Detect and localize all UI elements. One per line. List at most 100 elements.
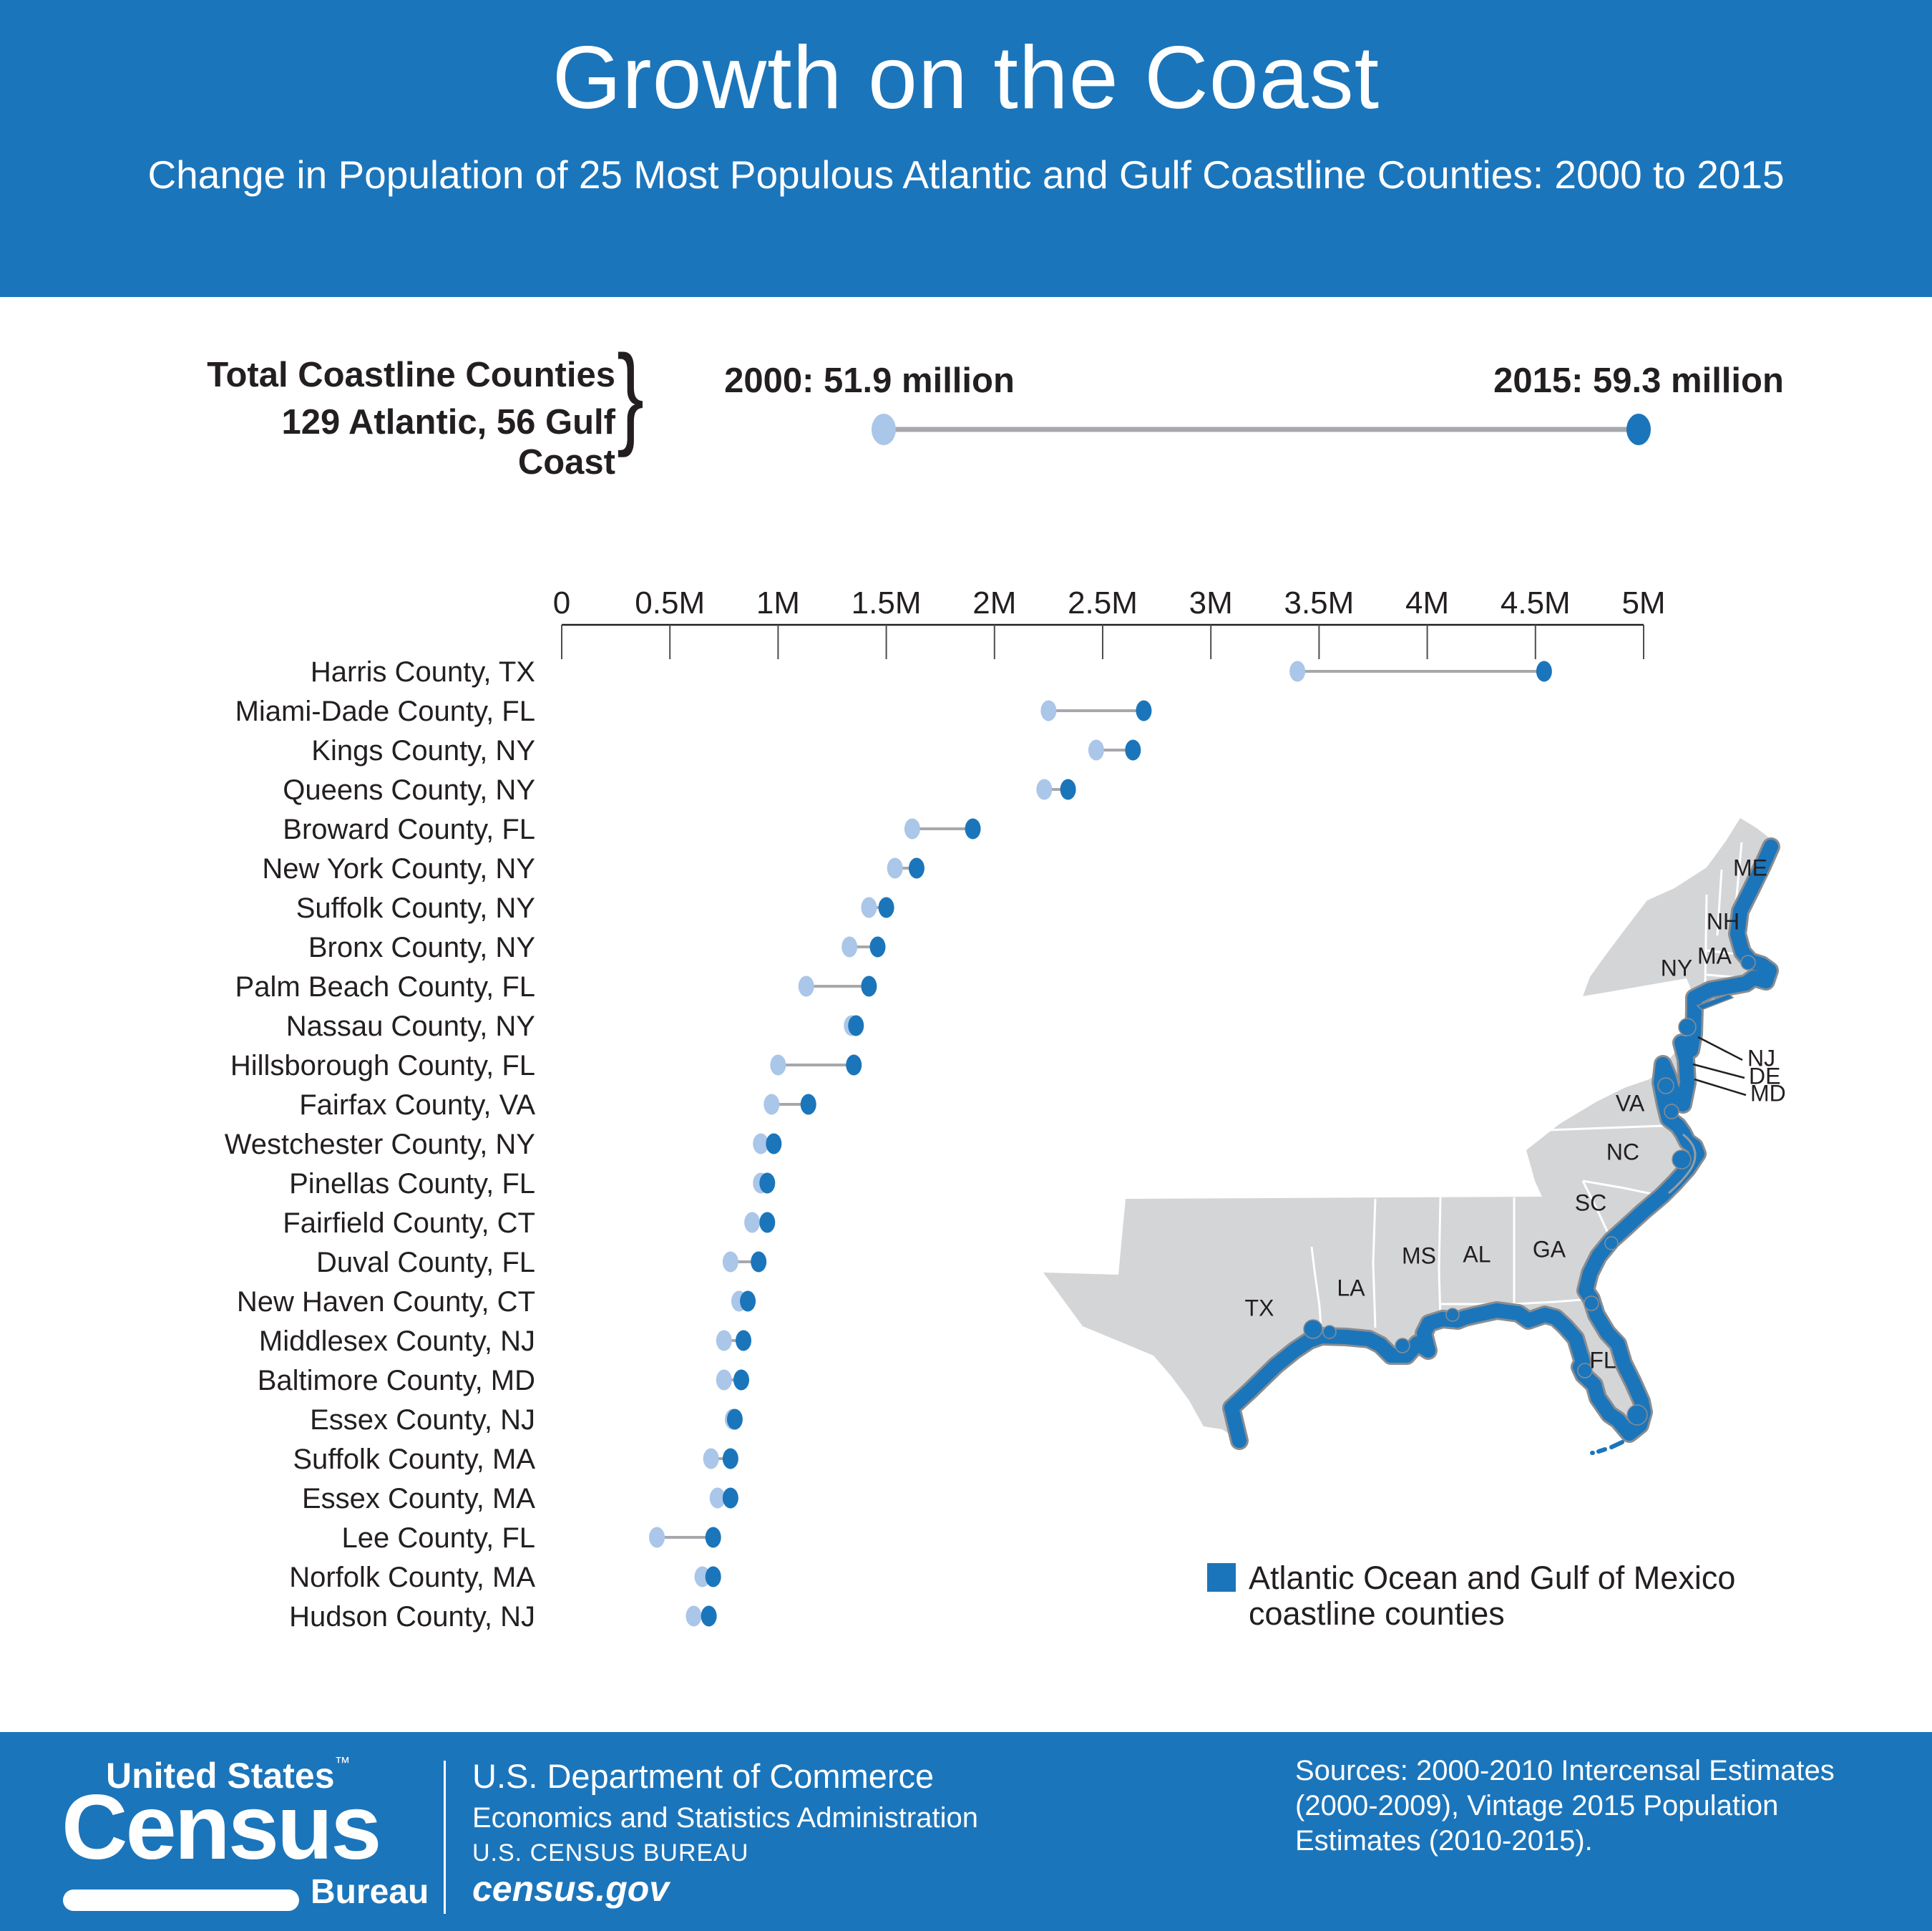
- dot-2015: [736, 1330, 752, 1351]
- dot-2000: [841, 936, 858, 958]
- dot-2000: [694, 1566, 711, 1587]
- coastal-county-patches: [1303, 955, 1756, 1426]
- county-label: Fairfax County, VA: [299, 1089, 535, 1121]
- dot-2015: [869, 936, 886, 958]
- state-label-tx: TX: [1245, 1295, 1274, 1320]
- footer-divider: [444, 1761, 446, 1914]
- dot-2000: [722, 1251, 738, 1273]
- dot-2015: [965, 818, 981, 840]
- dot-2000: [770, 1054, 786, 1076]
- sources-line1: Sources: 2000-2010 Intercensal Estimates: [1295, 1755, 1835, 1786]
- county-label: Suffolk County, NY: [296, 892, 535, 924]
- dot-2015: [1060, 779, 1076, 800]
- summary-brace: }: [617, 332, 645, 458]
- state-label-me: ME: [1733, 855, 1767, 880]
- sources-line3: Estimates (2010-2015).: [1295, 1825, 1593, 1857]
- footer-econ: Economics and Statistics Administration: [472, 1802, 978, 1834]
- state-label-fl: FL: [1589, 1347, 1616, 1373]
- dot-2015: [908, 857, 924, 879]
- footer-census-gov-link[interactable]: census.gov: [472, 1869, 670, 1909]
- dot-2015: [1125, 739, 1141, 761]
- axis-tick-label: 2.5M: [1068, 585, 1138, 621]
- legend-swatch: [1207, 1563, 1236, 1592]
- summary-2015-label: 2015: 59.3 million: [1493, 361, 1784, 400]
- dot-2015: [740, 1290, 756, 1312]
- county-label: Baltimore County, MD: [258, 1365, 535, 1396]
- legend-line2: coastline counties: [1249, 1595, 1505, 1632]
- dot-2000: [703, 1448, 719, 1469]
- axis-tick-label: 1.5M: [852, 585, 922, 621]
- axis-tick-label: 5M: [1621, 585, 1665, 621]
- county-label: Fairfield County, CT: [283, 1207, 535, 1239]
- axis-tick-label: 3.5M: [1284, 585, 1354, 621]
- page-subtitle: Change in Population of 25 Most Populous…: [147, 152, 1785, 197]
- dumbbell-chart: 0 0.5M 1M 1.5M 2M 2.5M 3M 3.5M 4M 4.5M 5M Harris Co…: [225, 585, 1666, 1633]
- county-label: Westchester County, NY: [225, 1129, 535, 1160]
- dot-2015: [861, 976, 877, 997]
- footer-band: United States™ Census Bureau U.S. Depart…: [0, 1732, 1932, 1931]
- axis-tick-label: 4M: [1405, 585, 1449, 621]
- county-label: Harris County, TX: [311, 656, 535, 688]
- map-legend: Atlantic Ocean and Gulf of Mexico coastl…: [1207, 1560, 1735, 1632]
- outer-banks: [1668, 1133, 1697, 1195]
- footer-sources: Sources: 2000-2010 Intercensal Estimates…: [1295, 1754, 1835, 1859]
- county-label: Hillsborough County, FL: [230, 1050, 535, 1081]
- county-label: Norfolk County, MA: [289, 1562, 535, 1593]
- dot-2015: [705, 1527, 721, 1548]
- logo-united-states: United States™: [106, 1754, 351, 1796]
- dot-2000: [798, 976, 814, 997]
- dot-2000: [861, 897, 877, 918]
- dot-2015: [800, 1094, 816, 1115]
- summary-dot-2000: [872, 414, 896, 445]
- summary-dumbbell: [872, 414, 1651, 445]
- county-label: Essex County, MA: [302, 1483, 535, 1514]
- footer-uscb: U.S. CENSUS BUREAU: [472, 1839, 749, 1867]
- logo-bureau-word: Bureau: [311, 1873, 429, 1911]
- axis-tick-label: 2M: [972, 585, 1016, 621]
- summary-label-line1: Total Coastline Counties: [207, 356, 615, 394]
- county-label: Kings County, NY: [311, 735, 535, 767]
- dot-2015: [1536, 661, 1552, 682]
- state-label-nh: NH: [1707, 908, 1740, 934]
- state-label-la: LA: [1337, 1275, 1365, 1300]
- dot-2000: [904, 818, 920, 840]
- county-label: Hudson County, NJ: [289, 1601, 535, 1633]
- dot-2015: [751, 1251, 767, 1273]
- logo-trademark: ™: [334, 1754, 351, 1771]
- axis-tick-label: 1M: [756, 585, 800, 621]
- summary-dot-2015: [1626, 414, 1651, 445]
- logo-underline-bar: [63, 1889, 299, 1911]
- dot-2000: [716, 1330, 732, 1351]
- dot-2015: [722, 1448, 738, 1469]
- county-label: Miami-Dade County, FL: [235, 696, 535, 727]
- header-banner: [0, 0, 1932, 297]
- dot-2015: [726, 1409, 743, 1430]
- state-label-nc: NC: [1606, 1139, 1639, 1164]
- dot-2015: [1136, 700, 1152, 721]
- county-label: Middlesex County, NJ: [259, 1326, 535, 1357]
- county-label: Lee County, FL: [341, 1522, 535, 1554]
- dot-2015: [878, 897, 894, 918]
- state-label-sc: SC: [1575, 1190, 1606, 1215]
- axis-tick-label: 4.5M: [1501, 585, 1571, 621]
- dot-2015: [759, 1172, 776, 1194]
- dot-2000: [1040, 700, 1057, 721]
- state-callout-label-md: MD: [1750, 1080, 1786, 1106]
- state-label-al: AL: [1463, 1241, 1491, 1267]
- dot-2000: [753, 1133, 769, 1154]
- callout-lines: [1692, 1036, 1747, 1096]
- county-label: New Haven County, CT: [237, 1286, 535, 1318]
- axis-tick-label: 0.5M: [635, 585, 705, 621]
- dot-2015: [701, 1605, 717, 1627]
- dot-2000: [887, 857, 903, 879]
- coastline-band: [1224, 840, 1778, 1448]
- footer-dept: U.S. Department of Commerce: [472, 1757, 935, 1795]
- dot-2015: [766, 1133, 782, 1154]
- axis-tick-label: 3M: [1189, 585, 1233, 621]
- county-label: Broward County, FL: [283, 814, 535, 845]
- dot-2000: [716, 1369, 732, 1391]
- state-label-ms: MS: [1402, 1242, 1436, 1268]
